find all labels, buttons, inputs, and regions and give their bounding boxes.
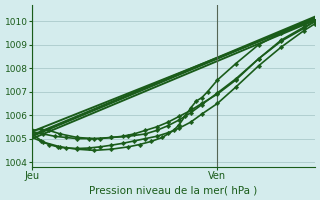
X-axis label: Pression niveau de la mer( hPa ): Pression niveau de la mer( hPa ) [90,185,258,195]
